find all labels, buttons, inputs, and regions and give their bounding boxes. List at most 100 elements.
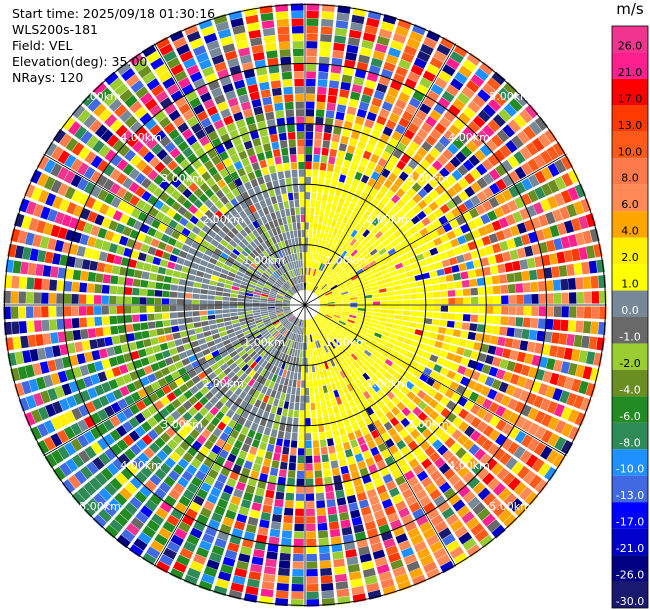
gate [42, 333, 52, 345]
gate [97, 408, 109, 421]
gate [288, 139, 296, 148]
gate [385, 342, 395, 349]
gate [194, 391, 204, 401]
gate [328, 514, 339, 523]
gate [416, 547, 431, 560]
gate [47, 359, 57, 372]
gate [214, 296, 223, 301]
gate [187, 329, 196, 336]
gate [458, 177, 469, 189]
gate [306, 63, 317, 72]
gate [268, 293, 277, 297]
gate [308, 357, 311, 365]
gate [155, 282, 164, 290]
gate [322, 140, 331, 149]
gate [399, 225, 409, 234]
gate [205, 267, 214, 275]
gate [354, 188, 363, 198]
gate [451, 337, 460, 346]
gate [321, 18, 334, 27]
gate [290, 440, 298, 448]
gate [321, 256, 327, 264]
gate [224, 549, 238, 560]
colorbar-swatch [612, 290, 648, 317]
gate [57, 331, 67, 343]
gate [232, 464, 242, 474]
gate [111, 233, 122, 244]
gate [262, 206, 270, 216]
gate [159, 342, 169, 351]
gate [91, 350, 101, 361]
colorbar-tick-label: 6.0 [621, 198, 639, 211]
gate [10, 306, 19, 319]
gate [310, 318, 314, 326]
gate [318, 71, 329, 80]
gate [262, 458, 272, 467]
gate [514, 181, 527, 195]
gate [213, 119, 225, 130]
gate [394, 177, 404, 188]
gate [566, 263, 575, 276]
gate [177, 367, 187, 376]
gate [220, 491, 231, 502]
gate [325, 258, 331, 266]
colorbar: 26.021.017.013.010.08.06.04.02.01.00.0-1… [611, 25, 649, 609]
gate [90, 426, 102, 440]
gate [286, 313, 293, 318]
gate [467, 121, 480, 134]
gate [290, 278, 295, 286]
gate [538, 241, 549, 254]
gate [245, 305, 253, 308]
gate [229, 393, 238, 403]
gate [199, 463, 210, 475]
gate [171, 277, 180, 285]
gate [506, 327, 515, 337]
gate [70, 174, 82, 188]
gate [508, 426, 520, 440]
gate [371, 97, 383, 108]
gate [185, 379, 195, 389]
gate [554, 436, 567, 451]
gate [505, 457, 518, 470]
gate [135, 471, 148, 484]
gate [327, 305, 335, 307]
gate [426, 360, 436, 370]
gate [358, 246, 367, 255]
gate [315, 116, 324, 125]
gate [416, 176, 427, 187]
gate [446, 370, 457, 380]
gate [211, 155, 222, 166]
gate [326, 102, 336, 111]
gate [276, 294, 284, 298]
colorbar-swatch [612, 184, 648, 212]
gate [278, 469, 287, 478]
gate [389, 376, 399, 386]
gate [349, 312, 357, 316]
gate [306, 553, 318, 562]
gate [378, 571, 393, 582]
gate [14, 213, 25, 228]
gate [322, 265, 328, 273]
gate [281, 345, 287, 353]
gate [128, 416, 140, 429]
gate [286, 355, 292, 363]
gate [289, 288, 295, 295]
gate [74, 470, 87, 485]
gate [284, 296, 292, 300]
gate [307, 342, 310, 350]
gate [203, 439, 214, 450]
gate [195, 351, 204, 360]
gate [267, 364, 274, 372]
gate [321, 224, 326, 232]
gate [165, 415, 176, 426]
gate [86, 135, 99, 149]
gate [160, 233, 171, 243]
gate [335, 205, 343, 214]
gate [340, 342, 348, 350]
gate [290, 162, 298, 170]
gate [292, 41, 304, 49]
gate [405, 176, 416, 187]
gate [57, 370, 68, 383]
gate [305, 486, 314, 494]
gate [461, 279, 470, 288]
